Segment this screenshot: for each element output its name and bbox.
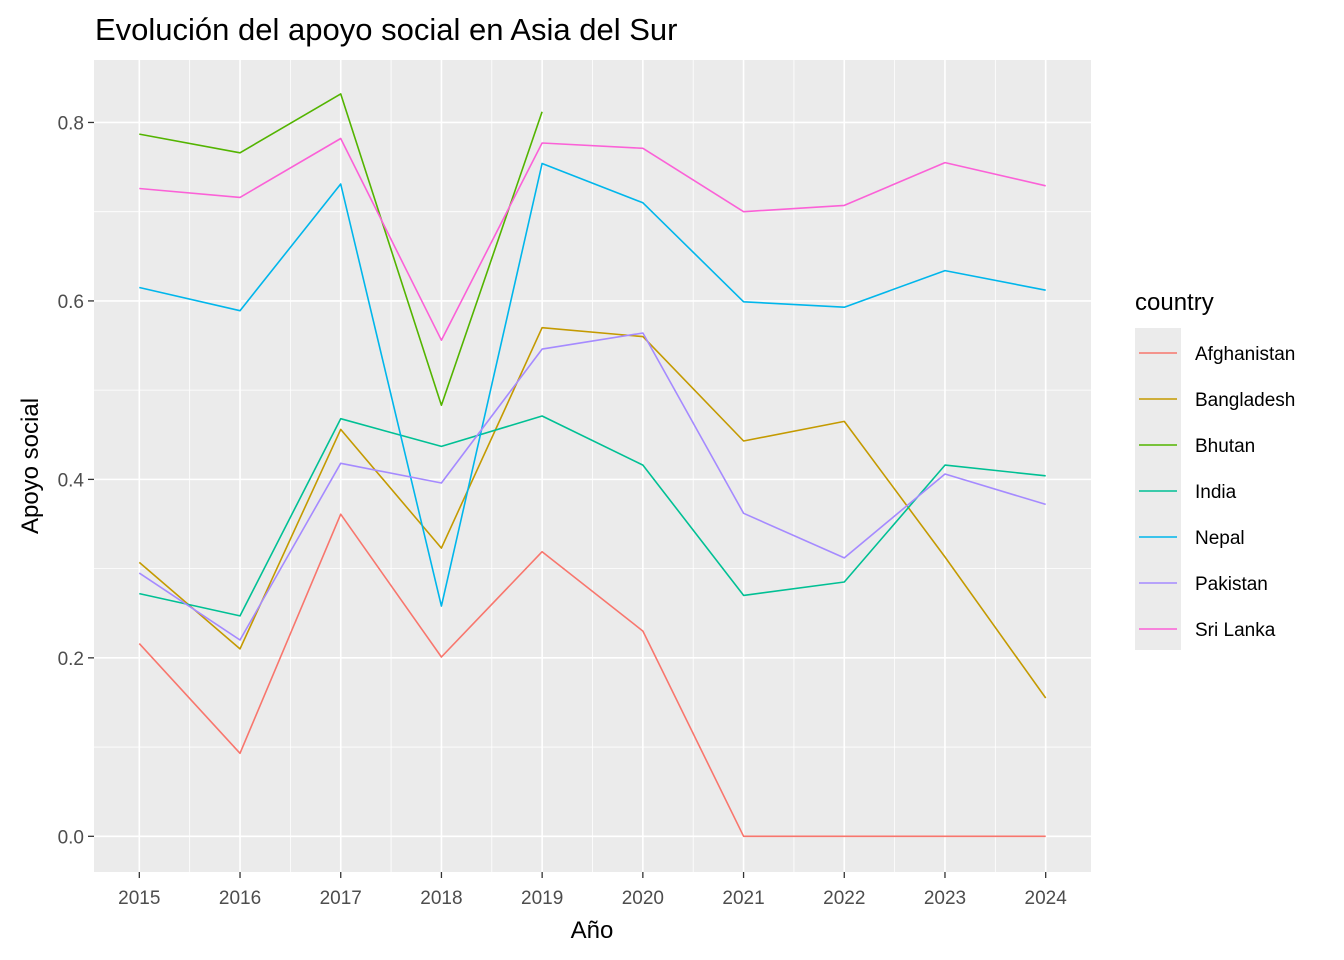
x-axis: 2015 2016 2017 2018 2019 2020 2021 2022 2023 2024 — [118, 872, 1067, 909]
x-tick-label: 2016 — [219, 888, 261, 909]
legend-label-nepal: Nepal — [1195, 528, 1245, 549]
major-gridlines — [94, 60, 1091, 872]
series-line-nepal — [139, 162, 1046, 607]
y-tick-label: 0.8 — [58, 113, 84, 134]
y-tick-label: 0.0 — [58, 827, 84, 848]
series-line-afghanistan — [138, 513, 1046, 838]
x-tick-label: 2020 — [622, 888, 664, 909]
x-tick-label: 2021 — [722, 888, 764, 909]
y-tick-label: 0.4 — [58, 470, 85, 491]
x-tick-label: 2019 — [521, 888, 563, 909]
legend-title: country — [1135, 289, 1214, 316]
legend-label-sri-lanka: Sri Lanka — [1195, 620, 1276, 641]
x-tick-label: 2023 — [924, 888, 966, 909]
series-line-bangladesh — [138, 326, 1047, 699]
legend: country Afghanistan Bangladesh Bhutan India… — [1135, 289, 1295, 650]
legend-label-pakistan: Pakistan — [1195, 574, 1268, 595]
y-axis-title: Apoyo social — [17, 398, 44, 534]
x-tick-label: 2024 — [1025, 888, 1068, 909]
legend-label-bangladesh: Bangladesh — [1195, 390, 1295, 411]
series-line-india — [139, 415, 1046, 617]
y-axis: 0.0 0.2 0.4 0.6 0.8 — [58, 113, 94, 848]
series-line-bhutan — [139, 93, 543, 407]
legend-label-bhutan: Bhutan — [1195, 436, 1255, 457]
series-lines — [138, 93, 1047, 838]
y-tick-label: 0.2 — [58, 649, 84, 670]
chart-title: Evolución del apoyo social en Asia del S… — [95, 12, 677, 47]
x-tick-label: 2018 — [420, 888, 462, 909]
legend-label-afghanistan: Afghanistan — [1195, 344, 1295, 365]
legend-label-india: India — [1195, 482, 1237, 503]
series-line-sri-lanka — [139, 137, 1046, 342]
x-tick-label: 2022 — [823, 888, 865, 909]
series-line-pakistan — [138, 332, 1046, 641]
minor-gridlines — [94, 60, 1091, 872]
x-tick-label: 2015 — [118, 888, 160, 909]
x-axis-title: Año — [571, 917, 614, 944]
y-tick-label: 0.6 — [58, 292, 84, 313]
x-tick-label: 2017 — [320, 888, 362, 909]
legend-key-background — [1135, 328, 1181, 650]
